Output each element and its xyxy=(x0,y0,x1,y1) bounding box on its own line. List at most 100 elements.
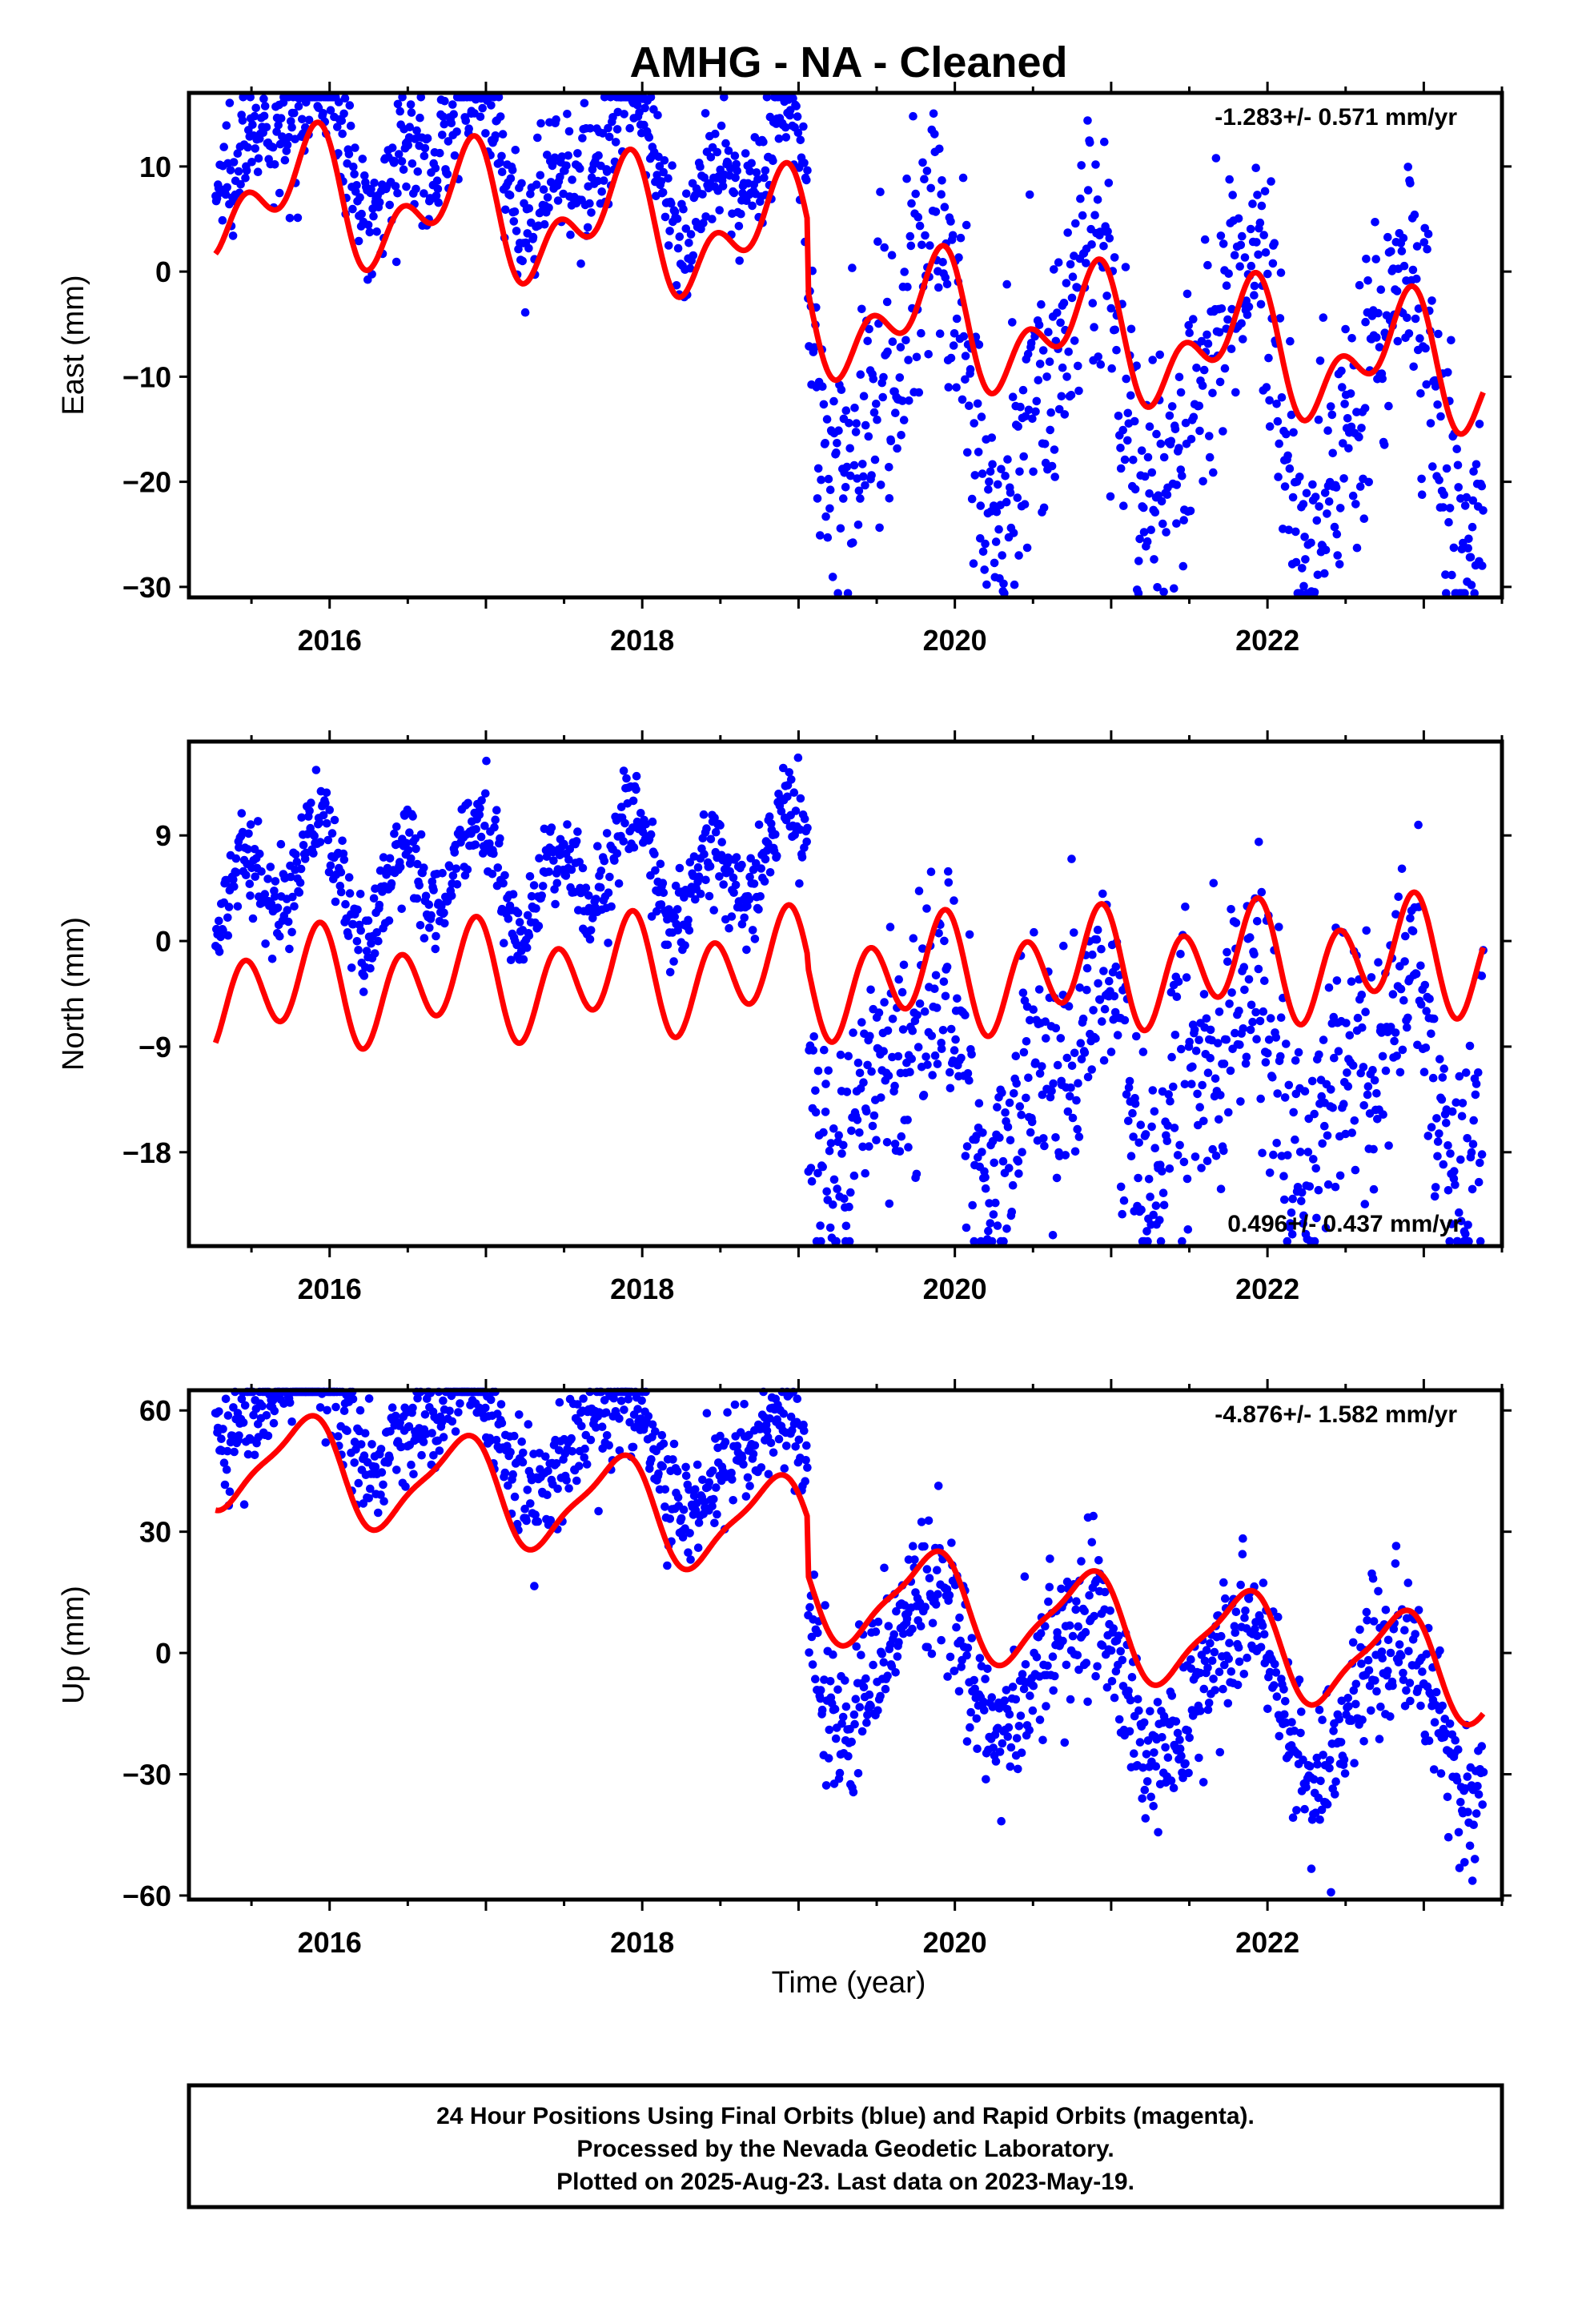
data-point xyxy=(223,913,232,923)
data-point xyxy=(1227,905,1235,914)
data-point xyxy=(914,388,924,397)
data-point xyxy=(413,1393,422,1403)
data-point xyxy=(420,189,428,198)
data-point xyxy=(445,862,454,871)
data-point xyxy=(1358,1715,1367,1724)
data-point xyxy=(1019,1047,1029,1057)
data-point xyxy=(1447,1107,1457,1116)
data-point xyxy=(644,133,654,142)
data-point xyxy=(439,112,448,121)
data-point xyxy=(1213,1039,1223,1047)
data-point xyxy=(1443,1141,1452,1150)
data-point xyxy=(934,283,943,292)
data-point xyxy=(1371,1676,1379,1685)
data-point xyxy=(1202,1014,1211,1023)
data-point xyxy=(1098,889,1107,899)
data-point xyxy=(1121,263,1130,271)
data-point xyxy=(873,237,882,247)
data-point xyxy=(1102,1683,1112,1692)
data-point xyxy=(1159,1711,1169,1721)
data-point xyxy=(1142,537,1152,546)
data-point xyxy=(1162,1136,1172,1145)
data-point xyxy=(1118,1209,1126,1219)
data-point xyxy=(1263,1704,1272,1714)
data-point xyxy=(1468,522,1477,532)
data-point xyxy=(1122,374,1130,384)
data-point xyxy=(491,815,500,824)
data-point xyxy=(1463,1134,1472,1143)
data-point xyxy=(339,855,349,864)
data-point xyxy=(747,159,756,168)
data-point xyxy=(1320,1121,1329,1131)
data-point xyxy=(1006,489,1015,497)
data-point xyxy=(1327,410,1337,420)
data-point xyxy=(1008,318,1017,327)
data-point xyxy=(287,1417,296,1426)
data-point xyxy=(1135,534,1144,544)
data-point xyxy=(891,1668,900,1677)
data-point xyxy=(1477,481,1487,491)
data-point xyxy=(1420,980,1430,990)
data-point xyxy=(295,888,304,897)
data-point xyxy=(938,176,946,185)
y-tick-label: −18 xyxy=(122,1136,171,1169)
data-point xyxy=(780,1464,789,1473)
data-point xyxy=(394,150,404,159)
data-point xyxy=(1106,492,1115,501)
data-point xyxy=(849,1028,857,1037)
data-point xyxy=(878,392,887,402)
data-point xyxy=(1058,363,1067,372)
data-point xyxy=(224,903,234,911)
data-point xyxy=(1381,1606,1391,1614)
data-point xyxy=(420,934,429,943)
data-point xyxy=(1475,420,1484,428)
data-point xyxy=(1175,1744,1185,1753)
data-point xyxy=(1191,1046,1201,1055)
up-model-curve xyxy=(214,1413,1486,1728)
data-point xyxy=(374,1508,383,1518)
data-point xyxy=(1192,364,1201,372)
data-point xyxy=(1021,1660,1030,1669)
data-point xyxy=(235,1431,243,1440)
data-point xyxy=(737,209,745,219)
data-point xyxy=(587,208,596,217)
data-point xyxy=(963,1069,973,1078)
data-point xyxy=(893,1051,903,1061)
data-point xyxy=(978,547,988,557)
data-point xyxy=(716,1431,725,1441)
data-point xyxy=(1391,1559,1400,1568)
data-point xyxy=(1231,919,1241,927)
data-point xyxy=(1250,291,1259,300)
data-point xyxy=(415,881,424,890)
data-point xyxy=(1328,448,1337,458)
data-point xyxy=(472,825,480,834)
data-point xyxy=(1163,1753,1173,1762)
data-point xyxy=(976,534,985,543)
data-point xyxy=(793,112,802,121)
data-point xyxy=(496,834,504,843)
data-point xyxy=(1005,1098,1014,1108)
data-point xyxy=(578,863,588,873)
data-point xyxy=(1330,1053,1339,1063)
data-point xyxy=(524,203,534,213)
data-point xyxy=(632,785,640,794)
data-point xyxy=(855,1703,865,1712)
data-point xyxy=(813,1628,822,1638)
data-point xyxy=(1280,1093,1290,1102)
data-point xyxy=(1363,1616,1371,1625)
data-point xyxy=(1362,255,1371,263)
data-point xyxy=(891,408,900,417)
data-point xyxy=(1020,500,1030,509)
data-point xyxy=(1300,1804,1309,1814)
data-point xyxy=(1393,336,1403,346)
data-point xyxy=(923,1060,932,1069)
data-point xyxy=(1238,1550,1247,1558)
data-point xyxy=(607,902,616,911)
data-point xyxy=(1073,1651,1082,1660)
data-point xyxy=(733,1441,742,1450)
data-point xyxy=(1090,211,1099,220)
data-point xyxy=(1203,1068,1213,1077)
data-point xyxy=(1340,400,1349,408)
data-point xyxy=(1412,274,1421,283)
data-point xyxy=(659,888,669,898)
